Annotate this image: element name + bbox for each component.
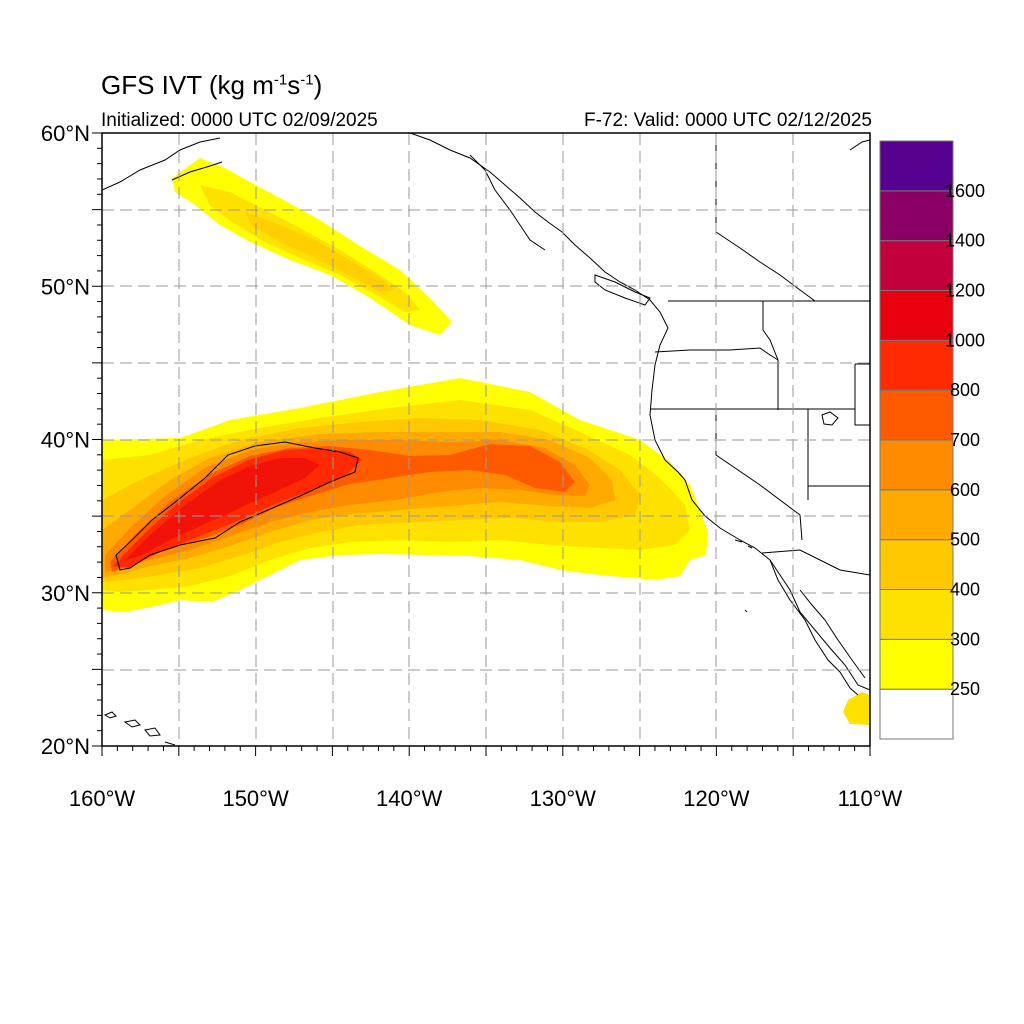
coastlines (102, 133, 870, 746)
lon-tick-label: 160°W (69, 786, 136, 811)
lat-tick-label: 60°N (41, 121, 90, 146)
ivt-north-plume-400 (245, 212, 395, 292)
alaska-peninsula (171, 161, 223, 181)
political-borders (650, 133, 870, 576)
lat-tick-label: 40°N (41, 428, 90, 453)
colorbar-label: 300 (950, 629, 980, 649)
gridlines (102, 133, 870, 746)
lon-tick-label: 110°W (838, 786, 903, 811)
baja-outline (769, 559, 859, 696)
colorbar-swatch (879, 240, 954, 292)
colorbar-swatch (879, 489, 954, 541)
colorbar-label: 250 (950, 679, 980, 699)
colorbar-label: 500 (950, 530, 980, 550)
colorbar-label: 1400 (945, 231, 985, 251)
colorbar: 250 300 400 500 600 700 800 1000 1200 1400 1600 (879, 140, 985, 740)
colorbar-swatch (879, 589, 954, 640)
gulf-of-california (799, 589, 866, 679)
axis-ticks (92, 132, 871, 756)
lon-tick-label: 130°W (530, 786, 597, 811)
bc-alberta-border (715, 231, 816, 302)
colorbar-label: 800 (950, 380, 980, 400)
west-coast-outline (409, 133, 870, 691)
ivt-band-1000 (125, 458, 320, 560)
lon-tick-label: 150°W (222, 786, 289, 811)
colorbar-swatch (879, 688, 954, 740)
colorbar-label: 1600 (945, 181, 985, 201)
longitude-labels: 160°W 150°W 140°W 130°W 120°W 110°W (69, 786, 903, 811)
colorbar-label: 400 (950, 580, 980, 600)
channel-islands (734, 539, 753, 613)
hudson-area (849, 139, 870, 151)
colorbar-swatch (879, 290, 954, 341)
initialized-time: Initialized: 0000 UTC 02/09/2025 (101, 110, 378, 131)
colorbar-swatch (879, 190, 954, 242)
colorbar-label: 600 (950, 480, 980, 500)
or-wa-border (654, 347, 779, 361)
colorbar-swatch (879, 339, 954, 391)
vancouver-island (594, 274, 651, 306)
latitude-labels: 20°N 30°N 40°N 50°N 60°N (41, 121, 90, 759)
colorbar-label: 700 (950, 430, 980, 450)
alaska-outline (102, 137, 221, 191)
ivt-south-patch (843, 692, 870, 725)
colorbar-swatch (879, 638, 954, 690)
colorbar-swatch (879, 140, 954, 192)
lat-tick-label: 30°N (41, 581, 90, 606)
colorbar-label: 1000 (945, 330, 985, 350)
panhandle-outline (469, 154, 546, 251)
valid-time: F-72: Valid: 0000 UTC 02/12/2025 (584, 110, 872, 131)
colorbar-swatch (879, 539, 954, 591)
ca-nv-border (715, 409, 803, 541)
id-border (762, 301, 779, 410)
colorbar-swatch (879, 439, 954, 491)
wy-border (854, 363, 870, 426)
lon-tick-label: 140°W (376, 786, 443, 811)
hawaii-islands (103, 711, 176, 746)
lat-tick-label: 20°N (41, 734, 90, 759)
great-salt-lake (821, 411, 839, 426)
lon-tick-label: 120°W (683, 786, 750, 811)
mx-border (761, 549, 870, 576)
ivt-1000-contour (115, 441, 359, 571)
plot-title: GFS IVT (kg m-1s-1) (101, 70, 323, 100)
lat-tick-label: 50°N (41, 274, 90, 299)
colorbar-label: 1200 (945, 281, 985, 301)
colorbar-swatch (879, 389, 954, 441)
